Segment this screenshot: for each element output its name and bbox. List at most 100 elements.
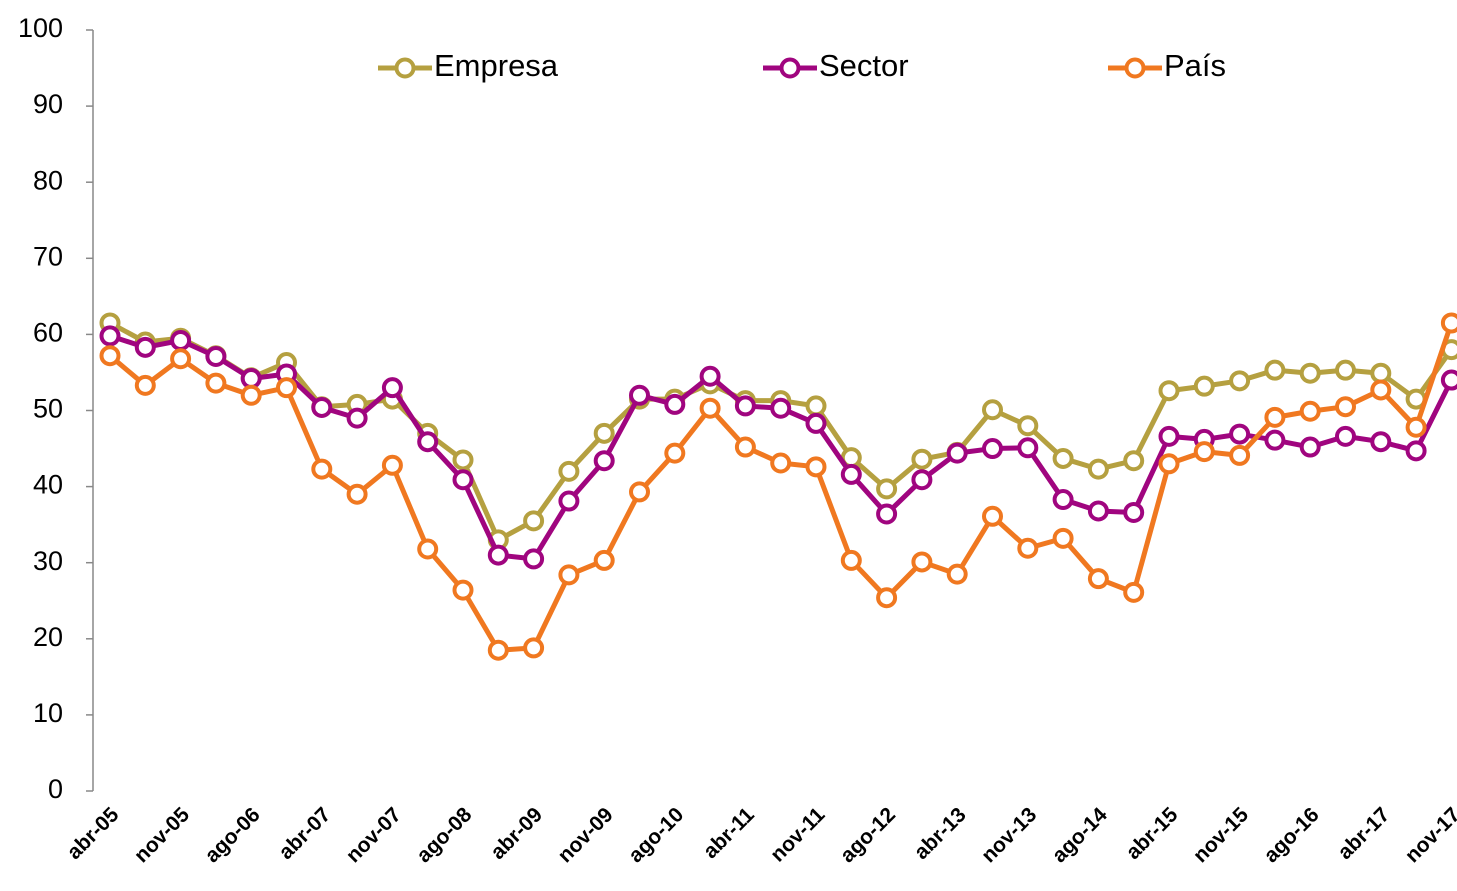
y-tick-label: 70 (33, 241, 63, 271)
x-tick-label: ago-14 (1048, 803, 1112, 867)
point-marker (487, 639, 509, 661)
point-marker (134, 374, 156, 396)
point-marker (805, 456, 827, 478)
y-tick-label: 100 (18, 13, 63, 43)
point-marker (1229, 423, 1251, 445)
y-tick-label: 80 (33, 165, 63, 195)
point-marker (311, 458, 333, 480)
point-marker (911, 448, 933, 470)
point-marker (1017, 437, 1039, 459)
x-tick-label: abr-05 (63, 803, 124, 864)
point-marker (1052, 447, 1074, 469)
point-marker (417, 538, 439, 560)
point-marker (1193, 441, 1215, 463)
x-tick-label: abr-17 (1333, 803, 1394, 864)
x-tick-label: nov-13 (977, 803, 1041, 867)
y-tick-label: 90 (33, 89, 63, 119)
point-marker (593, 450, 615, 472)
point-marker (1017, 415, 1039, 437)
y-tick-label: 60 (33, 318, 63, 348)
x-tick-label: nov-11 (766, 803, 830, 867)
point-marker (134, 336, 156, 358)
point-marker (1264, 429, 1286, 451)
point-marker (876, 503, 898, 525)
x-tick-label: abr-13 (910, 803, 971, 864)
point-marker (99, 325, 121, 347)
point-marker (699, 397, 721, 419)
point-marker (523, 510, 545, 532)
x-tick-label: nov-07 (342, 803, 406, 867)
point-marker (1370, 362, 1392, 384)
point-marker (1087, 458, 1109, 480)
x-tick-label: ago-06 (201, 803, 265, 867)
point-marker (558, 490, 580, 512)
point-marker (1158, 380, 1180, 402)
point-marker (593, 549, 615, 571)
x-tick-label: nov-05 (130, 803, 194, 867)
point-marker (1440, 312, 1457, 334)
point-marker (876, 587, 898, 609)
point-marker (840, 549, 862, 571)
x-tick-label: ago-08 (412, 803, 476, 867)
legend-marker (1124, 57, 1146, 79)
y-tick-label: 0 (48, 774, 63, 804)
point-marker (99, 345, 121, 367)
point-marker (487, 544, 509, 566)
point-marker (1370, 379, 1392, 401)
point-marker (911, 551, 933, 573)
point-marker (205, 372, 227, 394)
point-marker (876, 478, 898, 500)
point-marker (946, 563, 968, 585)
y-tick-label: 40 (33, 470, 63, 500)
x-tick-label: abr-15 (1122, 803, 1183, 864)
point-marker (240, 368, 262, 390)
point-marker (1123, 501, 1145, 523)
point-marker (1335, 396, 1356, 418)
point-marker (381, 377, 403, 399)
point-marker (1052, 527, 1074, 549)
point-marker (452, 469, 474, 491)
point-marker (805, 395, 827, 417)
point-marker (1335, 359, 1356, 381)
point-marker (346, 483, 368, 505)
point-marker (205, 345, 227, 367)
point-marker (1335, 425, 1356, 447)
point-marker (523, 548, 545, 570)
point-marker (734, 395, 756, 417)
point-marker (1299, 400, 1321, 422)
point-marker (170, 348, 192, 370)
point-marker (593, 422, 615, 444)
point-marker (1299, 362, 1321, 384)
point-marker (1158, 425, 1180, 447)
legend-label: Empresa (434, 48, 559, 83)
point-marker (1264, 359, 1286, 381)
point-marker (664, 442, 686, 464)
point-marker (699, 365, 721, 387)
point-marker (982, 505, 1003, 527)
y-tick-label: 10 (33, 698, 63, 728)
point-marker (629, 384, 650, 406)
point-marker (840, 463, 862, 485)
x-tick-label: nov-17 (1401, 803, 1457, 867)
point-marker (1193, 375, 1215, 397)
legend-label: País (1164, 48, 1226, 83)
x-tick-label: nov-15 (1189, 803, 1253, 867)
x-tick-label: ago-12 (836, 803, 900, 867)
point-marker (240, 384, 262, 406)
point-marker (170, 329, 192, 351)
x-tick-label: nov-09 (554, 803, 618, 867)
point-marker (417, 431, 439, 453)
legend-label: Sector (819, 48, 909, 83)
point-marker (381, 454, 403, 476)
point-marker (276, 377, 297, 399)
point-marker (734, 436, 756, 458)
point-marker (1370, 431, 1392, 453)
point-marker (1158, 453, 1180, 475)
series-line (108, 322, 1454, 653)
x-tick-label: abr-09 (486, 803, 547, 864)
point-marker (805, 412, 827, 434)
x-tick-label: ago-16 (1260, 803, 1324, 867)
point-marker (558, 564, 580, 586)
point-marker (1264, 406, 1286, 428)
